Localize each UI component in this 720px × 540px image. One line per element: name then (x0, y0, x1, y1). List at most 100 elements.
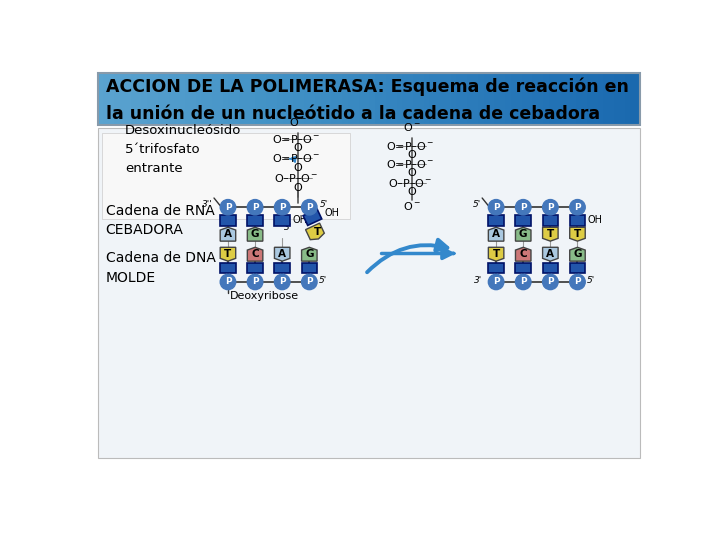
FancyBboxPatch shape (302, 262, 317, 273)
Text: O: O (293, 183, 302, 193)
Text: O=P–O$^-$: O=P–O$^-$ (272, 133, 320, 145)
FancyBboxPatch shape (220, 262, 235, 273)
Text: Deoxyribose: Deoxyribose (230, 291, 299, 301)
Text: 3'': 3'' (202, 200, 212, 208)
Text: Desoxinucleósido
5´trifosfato
entrante: Desoxinucleósido 5´trifosfato entrante (125, 124, 241, 175)
Circle shape (274, 200, 290, 215)
Text: P: P (520, 202, 526, 212)
Text: OH: OH (292, 215, 307, 225)
Text: Cadena de RNA
CEBADORA: Cadena de RNA CEBADORA (106, 204, 215, 237)
FancyBboxPatch shape (543, 215, 558, 226)
Text: C: C (251, 249, 259, 259)
Text: 5': 5' (320, 200, 328, 208)
Text: O=P–O$^-$: O=P–O$^-$ (272, 152, 320, 164)
Text: P: P (306, 202, 312, 212)
Text: T: T (492, 249, 500, 259)
Circle shape (516, 200, 531, 215)
Polygon shape (516, 227, 531, 241)
Circle shape (274, 274, 290, 289)
FancyBboxPatch shape (543, 262, 558, 273)
Circle shape (570, 274, 585, 289)
FancyBboxPatch shape (274, 262, 290, 273)
Text: G: G (305, 249, 314, 259)
Text: O$^-$: O$^-$ (402, 200, 420, 212)
Text: P: P (252, 278, 258, 286)
FancyBboxPatch shape (98, 128, 640, 457)
FancyBboxPatch shape (488, 215, 504, 226)
FancyBboxPatch shape (303, 209, 322, 225)
Text: 3': 3' (474, 276, 482, 285)
Text: P: P (492, 202, 500, 212)
Text: O$^-$: O$^-$ (402, 122, 420, 133)
Circle shape (488, 200, 504, 215)
Text: P: P (252, 202, 258, 212)
Text: O$^-$: O$^-$ (289, 116, 307, 128)
Text: G: G (573, 249, 582, 259)
FancyBboxPatch shape (516, 215, 531, 226)
Text: OH: OH (588, 215, 603, 225)
FancyBboxPatch shape (102, 132, 350, 219)
Polygon shape (220, 227, 235, 241)
Polygon shape (488, 247, 504, 261)
Text: G: G (251, 229, 259, 239)
Text: O: O (293, 163, 302, 173)
Polygon shape (220, 247, 235, 261)
Polygon shape (248, 227, 263, 241)
FancyBboxPatch shape (570, 215, 585, 226)
Text: P: P (547, 202, 554, 212)
Text: O–P–O$^-$: O–P–O$^-$ (274, 172, 318, 184)
Polygon shape (305, 223, 324, 240)
FancyBboxPatch shape (570, 262, 585, 273)
FancyBboxPatch shape (274, 215, 290, 226)
Text: P: P (225, 202, 231, 212)
FancyBboxPatch shape (488, 262, 504, 273)
Polygon shape (570, 227, 585, 241)
Circle shape (248, 200, 263, 215)
FancyBboxPatch shape (248, 262, 263, 273)
Text: O: O (293, 143, 302, 153)
Text: ACCION DE LA POLIMERASA: Esquema de reacción en: ACCION DE LA POLIMERASA: Esquema de reac… (106, 77, 629, 96)
Text: C: C (519, 249, 527, 259)
Circle shape (302, 274, 317, 289)
Text: T: T (225, 249, 232, 259)
Circle shape (220, 274, 235, 289)
Text: P: P (306, 278, 312, 286)
Text: OH: OH (325, 208, 340, 218)
Text: O=P–O$^-$: O=P–O$^-$ (386, 158, 434, 170)
Text: A: A (224, 229, 232, 239)
Text: P: P (574, 278, 581, 286)
Text: P: P (547, 278, 554, 286)
Text: G: G (519, 229, 528, 239)
Text: P: P (279, 278, 286, 286)
Text: O=P–O$^-$: O=P–O$^-$ (386, 140, 434, 152)
Polygon shape (543, 247, 558, 261)
Text: O: O (408, 168, 416, 178)
Polygon shape (274, 247, 290, 261)
Polygon shape (543, 227, 558, 241)
Text: P: P (279, 202, 286, 212)
FancyBboxPatch shape (220, 215, 235, 226)
Text: 5': 5' (319, 276, 327, 285)
Circle shape (543, 200, 558, 215)
Circle shape (220, 200, 235, 215)
Text: A: A (546, 249, 554, 259)
FancyBboxPatch shape (516, 262, 531, 273)
Text: O–P–O$^-$: O–P–O$^-$ (388, 177, 433, 188)
Circle shape (570, 200, 585, 215)
Text: P: P (492, 278, 500, 286)
Text: 5': 5' (587, 276, 595, 285)
Text: 3': 3' (284, 223, 292, 232)
Circle shape (488, 274, 504, 289)
Polygon shape (516, 247, 531, 261)
Text: T: T (314, 227, 321, 237)
Polygon shape (248, 247, 263, 261)
Text: O: O (408, 150, 416, 160)
Text: P: P (520, 278, 526, 286)
Polygon shape (302, 247, 317, 261)
Text: A: A (278, 249, 287, 259)
Text: 5': 5' (472, 200, 481, 208)
Text: A: A (492, 229, 500, 239)
Polygon shape (488, 227, 504, 241)
Text: P: P (574, 202, 581, 212)
Text: Cadena de DNA
MOLDE: Cadena de DNA MOLDE (106, 251, 215, 285)
